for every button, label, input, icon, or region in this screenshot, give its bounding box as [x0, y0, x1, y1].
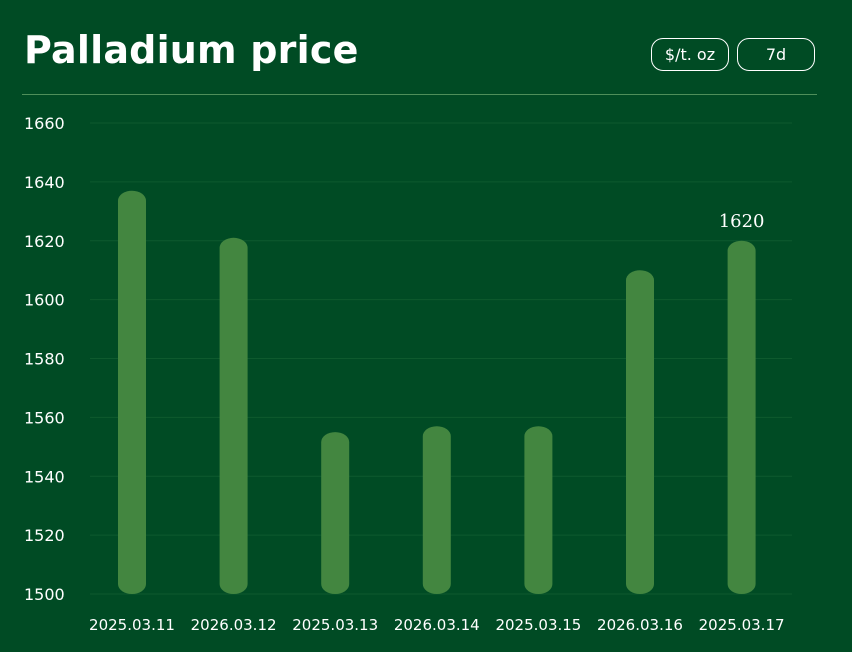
x-tick-label: 2025.03.13: [292, 616, 378, 634]
y-tick-label: 1660: [24, 114, 65, 133]
x-tick-label: 2025.03.15: [495, 616, 581, 634]
header-divider: [22, 94, 817, 95]
bar[interactable]: [727, 240, 756, 594]
bar[interactable]: [321, 432, 350, 594]
x-tick-label: 2025.03.11: [89, 616, 175, 634]
y-tick-label: 1620: [24, 232, 65, 251]
x-tick-label: 2025.03.17: [699, 616, 785, 634]
bar[interactable]: [118, 190, 146, 595]
y-axis: 1500 1520 1540 1560 1580 1600 1620 1640 1660: [24, 114, 65, 604]
grid-lines: [90, 122, 792, 595]
x-tick-label: 2026.03.12: [191, 616, 277, 634]
y-tick-label: 1580: [24, 350, 65, 369]
bar[interactable]: [626, 270, 654, 594]
unit-button[interactable]: $/t. oz: [651, 38, 729, 71]
data-label: 1620: [719, 211, 765, 232]
y-tick-label: 1520: [24, 526, 65, 545]
y-tick-label: 1500: [24, 585, 65, 604]
x-axis: 2025.03.11 2026.03.12 2025.03.13 2026.03.14…: [89, 616, 784, 634]
x-tick-label: 2026.03.16: [597, 616, 683, 634]
bar[interactable]: [422, 426, 451, 594]
bars: [118, 190, 756, 595]
data-labels: 1620: [719, 211, 765, 232]
page-title: Palladium price: [24, 28, 359, 72]
y-tick-label: 1540: [24, 467, 65, 486]
bar[interactable]: [219, 237, 248, 594]
bar[interactable]: [524, 426, 553, 594]
range-button[interactable]: 7d: [737, 38, 815, 71]
y-tick-label: 1560: [24, 408, 65, 427]
x-tick-label: 2026.03.14: [394, 616, 480, 634]
y-tick-label: 1640: [24, 173, 65, 192]
y-tick-label: 1600: [24, 291, 65, 310]
